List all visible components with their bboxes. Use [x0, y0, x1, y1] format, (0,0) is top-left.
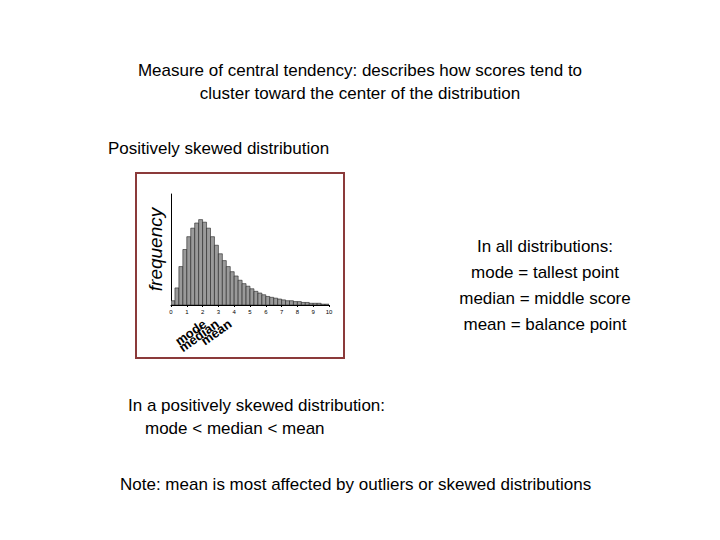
svg-text:0: 0	[169, 309, 173, 315]
html-text:cluster toward the center of t: cluster toward the center of the distrib…	[199, 84, 521, 103]
svg-text:4: 4	[233, 309, 237, 315]
html-text:mode = tallest point: mode = tallest point	[471, 263, 619, 282]
html-text:Positively skewed distribution: Positively skewed distribution	[108, 139, 330, 158]
html-text:mode < median < mean: mode < median < mean	[145, 419, 325, 438]
svg-text:frequency: frequency	[145, 206, 166, 291]
html-text:median = middle score: median = middle score	[459, 289, 631, 308]
svg-text:10: 10	[326, 309, 333, 315]
svg-text:median: median	[176, 316, 222, 355]
svg-text:6: 6	[264, 309, 268, 315]
svg-text:1: 1	[185, 309, 189, 315]
svg-text:mean: mean	[198, 316, 234, 348]
svg-text:7: 7	[280, 309, 284, 315]
html-text:mean = balance point: mean = balance point	[463, 315, 627, 334]
html-text:Measure of central tendency: d: Measure of central tendency: describes h…	[137, 61, 583, 80]
svg-text:9: 9	[312, 309, 316, 315]
html-text:In all distributions:: In all distributions:	[477, 237, 613, 256]
html-text:In a positively skewed distrib: In a positively skewed distribution:	[128, 396, 385, 415]
svg-text:3: 3	[217, 309, 221, 315]
svg-text:2: 2	[201, 309, 205, 315]
svg-text:5: 5	[248, 309, 252, 315]
html-text:Note: mean is most affected by: Note: mean is most affected by outliers …	[120, 475, 592, 494]
svg-text:8: 8	[296, 309, 300, 315]
